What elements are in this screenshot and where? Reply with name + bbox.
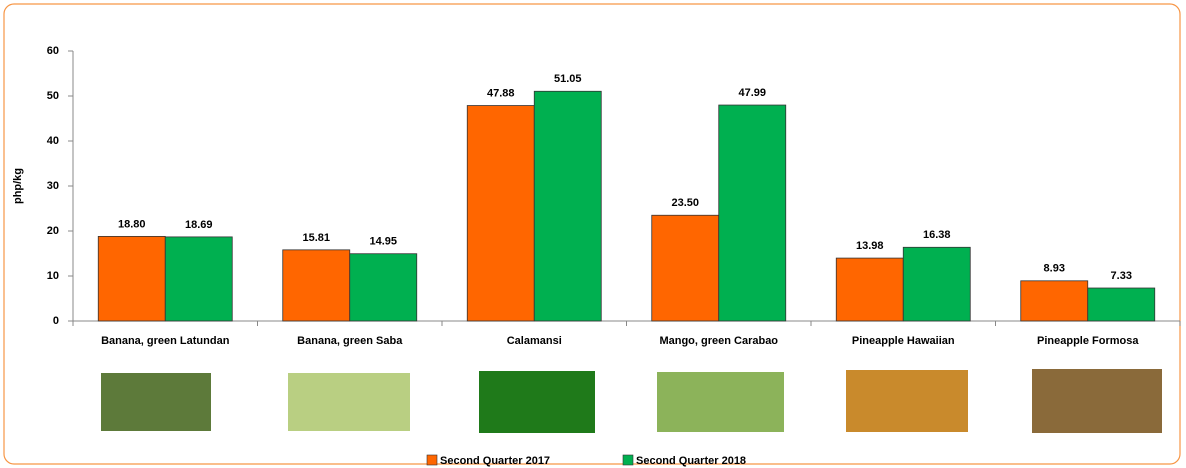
y-tick-label: 60 [47, 45, 59, 57]
value-label: 51.05 [554, 73, 582, 85]
y-tick-label: 50 [47, 90, 59, 102]
y-tick-label: 0 [53, 315, 59, 327]
y-tick-label: 40 [47, 135, 59, 147]
photo [657, 372, 784, 432]
bar [466, 105, 535, 322]
photo [1032, 369, 1162, 433]
photo [846, 370, 968, 432]
x-tick-label: Banana, green Saba [297, 335, 403, 347]
value-label: 47.88 [487, 87, 515, 99]
value-label: 47.99 [738, 87, 766, 99]
value-label: 23.50 [671, 197, 699, 209]
x-tick-label: Pineapple Hawaiian [852, 335, 955, 347]
value-label: 8.93 [1044, 263, 1065, 275]
bar [835, 257, 904, 322]
legend-label: Second Quarter 2017 [440, 455, 550, 467]
y-tick-label: 30 [47, 180, 59, 192]
bar [1087, 287, 1156, 322]
value-label: 18.80 [118, 218, 146, 230]
y-tick-label: 20 [47, 225, 59, 237]
x-tick-label: Mango, green Carabao [659, 335, 778, 347]
x-tick-label: Pineapple Formosa [1037, 335, 1139, 347]
bar [533, 90, 602, 322]
photo [101, 373, 211, 431]
bar [902, 246, 971, 322]
value-label: 13.98 [856, 240, 884, 252]
value-label: 15.81 [302, 232, 330, 244]
bar [1020, 280, 1089, 322]
photos [101, 369, 1162, 433]
x-tick-label: Banana, green Latundan [101, 335, 230, 347]
bar [718, 104, 787, 322]
bar [349, 253, 418, 322]
photo [288, 373, 410, 431]
legend-label: Second Quarter 2018 [636, 455, 746, 467]
value-label: 14.95 [369, 236, 397, 248]
x-tick-label: Calamansi [507, 335, 562, 347]
value-label: 16.38 [923, 229, 951, 241]
y-axis-label: php/kg [12, 168, 24, 204]
y-tick-label: 10 [47, 270, 59, 282]
legend-swatch [622, 454, 634, 466]
legend-swatch [426, 454, 438, 466]
bar [164, 236, 233, 322]
value-label: 7.33 [1111, 270, 1132, 282]
bar [651, 214, 720, 322]
value-label: 18.69 [185, 219, 213, 231]
bar [97, 235, 166, 322]
photo [479, 371, 595, 433]
bar [282, 249, 351, 322]
